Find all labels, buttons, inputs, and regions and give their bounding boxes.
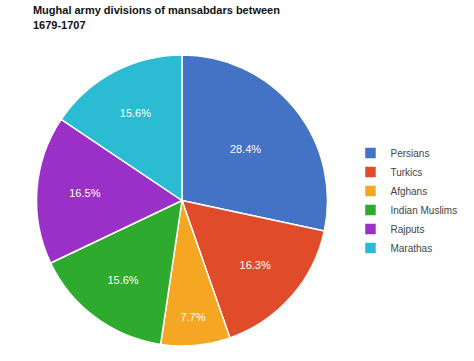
- svg-text:Indian Muslims: Indian Muslims: [390, 205, 457, 216]
- svg-text:Mughal army divisions of mansa: Mughal army divisions of mansabdars betw…: [33, 4, 280, 30]
- svg-text:28.4%: 28.4%: [230, 143, 261, 155]
- svg-text:Turkics: Turkics: [390, 167, 422, 178]
- svg-text:7.7%: 7.7%: [180, 311, 205, 323]
- svg-text:Rajputs: Rajputs: [390, 224, 424, 235]
- svg-text:Marathas: Marathas: [390, 243, 432, 254]
- svg-text:16.3%: 16.3%: [240, 259, 271, 271]
- svg-text:16.5%: 16.5%: [69, 187, 100, 199]
- svg-text:15.6%: 15.6%: [120, 107, 151, 119]
- svg-text:15.6%: 15.6%: [107, 274, 138, 286]
- svg-text:Afghans: Afghans: [390, 186, 427, 197]
- svg-text:Persians: Persians: [390, 148, 429, 159]
